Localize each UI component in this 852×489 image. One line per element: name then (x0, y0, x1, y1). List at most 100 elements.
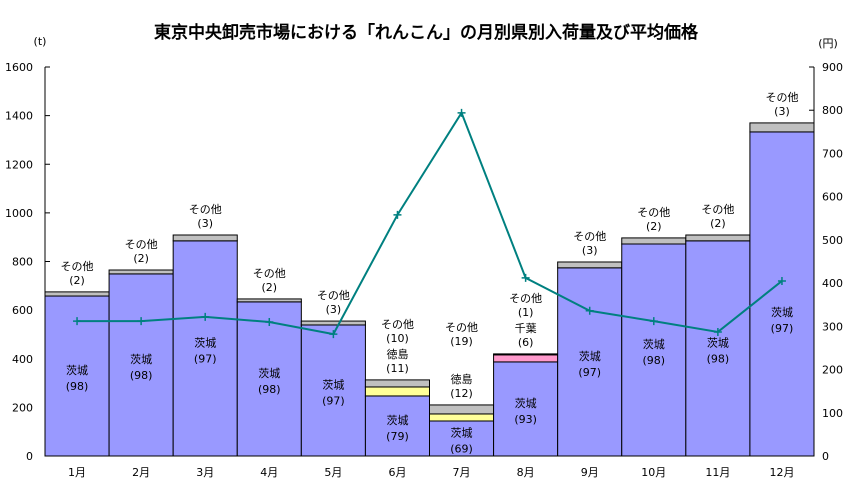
price-point (777, 276, 786, 285)
price-point (521, 273, 530, 282)
bar-segment-茨城 (493, 361, 559, 457)
bar-segment-その他 (44, 291, 110, 297)
data-label: その他 (445, 321, 478, 334)
data-label: その他 (637, 206, 670, 219)
bar-segment-茨城 (429, 420, 495, 457)
bar-segment-その他 (236, 298, 302, 303)
y-tick-label: 1000 (5, 207, 33, 220)
chart-title: 東京中央卸売市場における「れんこん」の月別県別入荷量及び平均価格 (154, 23, 698, 43)
price-point (329, 330, 338, 339)
data-label: (98) (258, 383, 281, 396)
bar-segment-茨城 (364, 395, 430, 457)
data-label: その他 (509, 292, 542, 305)
data-label: (97) (322, 394, 345, 407)
x-tick-label: 7月 (453, 466, 471, 479)
y-tick-label: 1400 (5, 110, 33, 123)
price-point (73, 317, 82, 326)
data-label: (2) (710, 217, 726, 230)
x-tick-label: 3月 (196, 466, 214, 479)
x-tick-label: 12月 (769, 466, 794, 479)
price-point (201, 312, 210, 321)
data-label: (98) (66, 380, 89, 393)
data-label: (2) (69, 274, 85, 287)
data-label: 茨城 (194, 335, 216, 349)
data-label: その他 (573, 230, 606, 243)
data-label: (3) (326, 303, 342, 316)
data-label: その他 (701, 203, 734, 216)
y-tick-label: 800 (12, 256, 33, 269)
data-label: その他 (125, 238, 158, 251)
data-label: 茨城 (771, 305, 793, 319)
bar-segment-その他 (621, 237, 687, 245)
data-label: 千葉 (515, 321, 537, 335)
data-label: (97) (194, 352, 217, 365)
y2-tick-label: 200 (822, 364, 843, 377)
data-label: その他 (381, 318, 414, 331)
bar-segment-茨城 (172, 240, 238, 457)
data-label: その他 (189, 203, 222, 216)
price-point (265, 318, 274, 327)
data-label: (3) (774, 105, 790, 118)
y2-tick-label: 900 (822, 61, 843, 74)
data-label: 茨城 (643, 337, 665, 351)
data-label: (98) (642, 354, 665, 367)
bar-segment-茨城 (685, 240, 751, 457)
bar-segment-茨城 (108, 273, 174, 457)
bar-segment-その他 (300, 320, 366, 326)
bar-segment-茨城 (621, 243, 687, 457)
data-label: 茨城 (707, 335, 729, 349)
data-label: 茨城 (258, 366, 280, 380)
price-point (649, 317, 658, 326)
bar-segment-千葉 (493, 354, 559, 363)
data-label: (1) (518, 306, 534, 319)
data-label: (98) (130, 369, 153, 382)
data-label: (19) (450, 335, 473, 348)
data-label: 茨城 (386, 413, 408, 427)
bar-segment-その他 (172, 234, 238, 242)
y2-tick-label: 500 (822, 234, 843, 247)
bar-segment-茨城 (236, 301, 302, 457)
data-label: (12) (450, 387, 473, 400)
x-tick-label: 4月 (260, 466, 278, 479)
x-tick-label: 8月 (517, 466, 535, 479)
bar-segment-その他 (364, 379, 430, 388)
y-tick-label: 600 (12, 304, 33, 317)
data-label: (2) (261, 281, 277, 294)
price-point (393, 210, 402, 219)
data-label: 徳島 (451, 372, 473, 386)
x-tick-label: 9月 (581, 466, 599, 479)
x-tick-label: 10月 (641, 466, 666, 479)
x-tick-label: 5月 (324, 466, 342, 479)
bar-segment-その他 (493, 353, 559, 356)
data-label: (79) (386, 430, 409, 443)
bar-segment-その他 (429, 404, 495, 415)
price-point (137, 317, 146, 326)
bar-segment-その他 (557, 261, 623, 269)
price-point (585, 306, 594, 315)
bar-segment-徳島 (364, 386, 430, 397)
data-label: (3) (582, 244, 598, 257)
data-label: その他 (765, 91, 798, 104)
data-label: (69) (450, 442, 473, 455)
bar-segment-茨城 (749, 131, 815, 457)
y2-tick-label: 600 (822, 191, 843, 204)
y-tick-label: 400 (12, 353, 33, 366)
data-label: その他 (317, 289, 350, 302)
data-label: 茨城 (130, 352, 152, 366)
y2-tick-label: 100 (822, 407, 843, 420)
data-label: (2) (133, 252, 149, 265)
data-label: 茨城 (515, 396, 537, 410)
bar-segment-その他 (685, 234, 751, 242)
data-label: (2) (646, 220, 662, 233)
data-label: (93) (514, 413, 537, 426)
bar-segment-その他 (749, 122, 815, 133)
x-tick-label: 11月 (705, 466, 730, 479)
data-label: (3) (197, 217, 213, 230)
price-point (713, 327, 722, 336)
data-label: その他 (253, 267, 286, 280)
data-label: (97) (578, 366, 601, 379)
data-label: 茨城 (322, 377, 344, 391)
price-point (457, 108, 466, 117)
y-tick-label: 0 (26, 450, 33, 463)
y2-tick-label: 0 (822, 450, 829, 463)
